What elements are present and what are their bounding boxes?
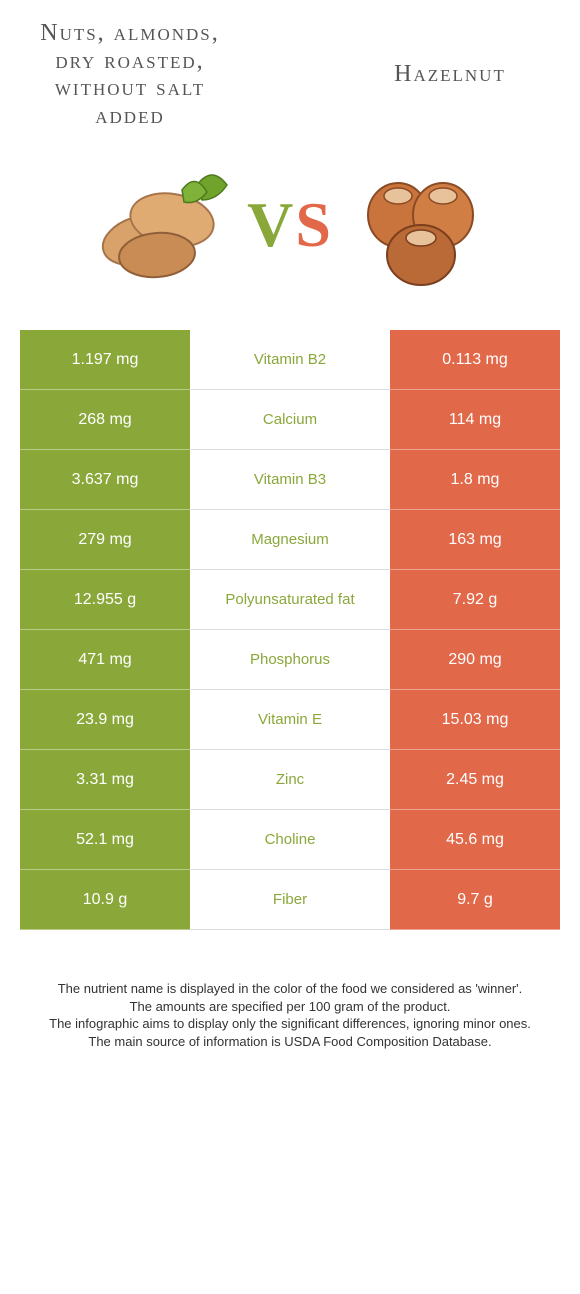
cell-left-value: 268 mg: [20, 390, 190, 450]
table-row: 52.1 mgCholine45.6 mg: [20, 810, 560, 870]
heading-left: Nuts, almonds, dry roasted, without salt…: [30, 20, 230, 130]
cell-left-value: 471 mg: [20, 630, 190, 690]
vs-row: VS: [0, 140, 580, 330]
table-row: 3.31 mgZinc2.45 mg: [20, 750, 560, 810]
heading-right: Hazelnut: [350, 61, 550, 89]
cell-right-value: 2.45 mg: [390, 750, 560, 810]
footnotes: The nutrient name is displayed in the co…: [20, 980, 560, 1050]
table-row: 471 mgPhosphorus290 mg: [20, 630, 560, 690]
cell-right-value: 114 mg: [390, 390, 560, 450]
cell-left-value: 1.197 mg: [20, 330, 190, 390]
cell-left-value: 3.637 mg: [20, 450, 190, 510]
footnote-line: The amounts are specified per 100 gram o…: [20, 998, 560, 1016]
footnote-line: The nutrient name is displayed in the co…: [20, 980, 560, 998]
cell-label: Vitamin B2: [190, 330, 390, 390]
comparison-table: 1.197 mgVitamin B20.113 mg268 mgCalcium1…: [20, 330, 560, 930]
cell-right-value: 45.6 mg: [390, 810, 560, 870]
headings-row: Nuts, almonds, dry roasted, without salt…: [0, 0, 580, 140]
cell-label: Zinc: [190, 750, 390, 810]
table-row: 10.9 gFiber9.7 g: [20, 870, 560, 930]
footnote-line: The main source of information is USDA F…: [20, 1033, 560, 1051]
cell-label: Magnesium: [190, 510, 390, 570]
footnote-line: The infographic aims to display only the…: [20, 1015, 560, 1033]
cell-right-value: 7.92 g: [390, 570, 560, 630]
hazelnut-icon: [343, 150, 493, 300]
cell-left-value: 12.955 g: [20, 570, 190, 630]
cell-label: Vitamin B3: [190, 450, 390, 510]
table-row: 23.9 mgVitamin E15.03 mg: [20, 690, 560, 750]
cell-right-value: 9.7 g: [390, 870, 560, 930]
cell-label: Phosphorus: [190, 630, 390, 690]
cell-left-value: 52.1 mg: [20, 810, 190, 870]
vs-v: V: [247, 188, 295, 262]
table-row: 279 mgMagnesium163 mg: [20, 510, 560, 570]
table-row: 3.637 mgVitamin B31.8 mg: [20, 450, 560, 510]
cell-label: Choline: [190, 810, 390, 870]
cell-right-value: 290 mg: [390, 630, 560, 690]
vs-label: VS: [247, 188, 333, 262]
cell-label: Fiber: [190, 870, 390, 930]
table-row: 12.955 gPolyunsaturated fat7.92 g: [20, 570, 560, 630]
cell-left-value: 279 mg: [20, 510, 190, 570]
cell-right-value: 15.03 mg: [390, 690, 560, 750]
cell-right-value: 1.8 mg: [390, 450, 560, 510]
cell-label: Polyunsaturated fat: [190, 570, 390, 630]
table-row: 1.197 mgVitamin B20.113 mg: [20, 330, 560, 390]
cell-left-value: 3.31 mg: [20, 750, 190, 810]
cell-left-value: 10.9 g: [20, 870, 190, 930]
cell-left-value: 23.9 mg: [20, 690, 190, 750]
cell-right-value: 0.113 mg: [390, 330, 560, 390]
almond-icon: [87, 150, 237, 300]
cell-right-value: 163 mg: [390, 510, 560, 570]
vs-s: S: [295, 188, 333, 262]
table-row: 268 mgCalcium114 mg: [20, 390, 560, 450]
cell-label: Vitamin E: [190, 690, 390, 750]
cell-label: Calcium: [190, 390, 390, 450]
